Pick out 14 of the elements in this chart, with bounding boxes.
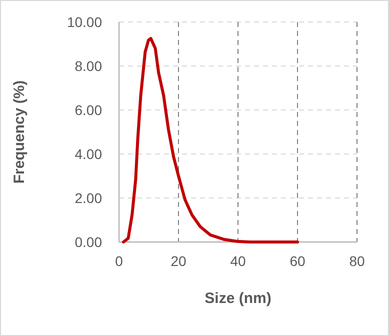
y-tick-label: 6.00 — [74, 102, 102, 118]
y-tick-label: 0.00 — [74, 234, 102, 250]
y-tick-label: 2.00 — [74, 190, 102, 206]
x-tick-label: 80 — [349, 253, 365, 269]
line-series — [122, 37, 299, 244]
x-axis-title: Size (nm) — [204, 290, 272, 307]
x-tick-label: 0 — [115, 253, 124, 269]
y-tick-label: 8.00 — [74, 58, 102, 74]
y-tick-label: 10.00 — [66, 14, 102, 30]
x-tick-label: 40 — [230, 253, 246, 269]
y-axis-title: Frequency (%) — [11, 80, 28, 184]
x-tick-label: 60 — [290, 253, 306, 269]
y-tick-label: 4.00 — [74, 146, 102, 162]
x-tick-label: 20 — [170, 253, 186, 269]
